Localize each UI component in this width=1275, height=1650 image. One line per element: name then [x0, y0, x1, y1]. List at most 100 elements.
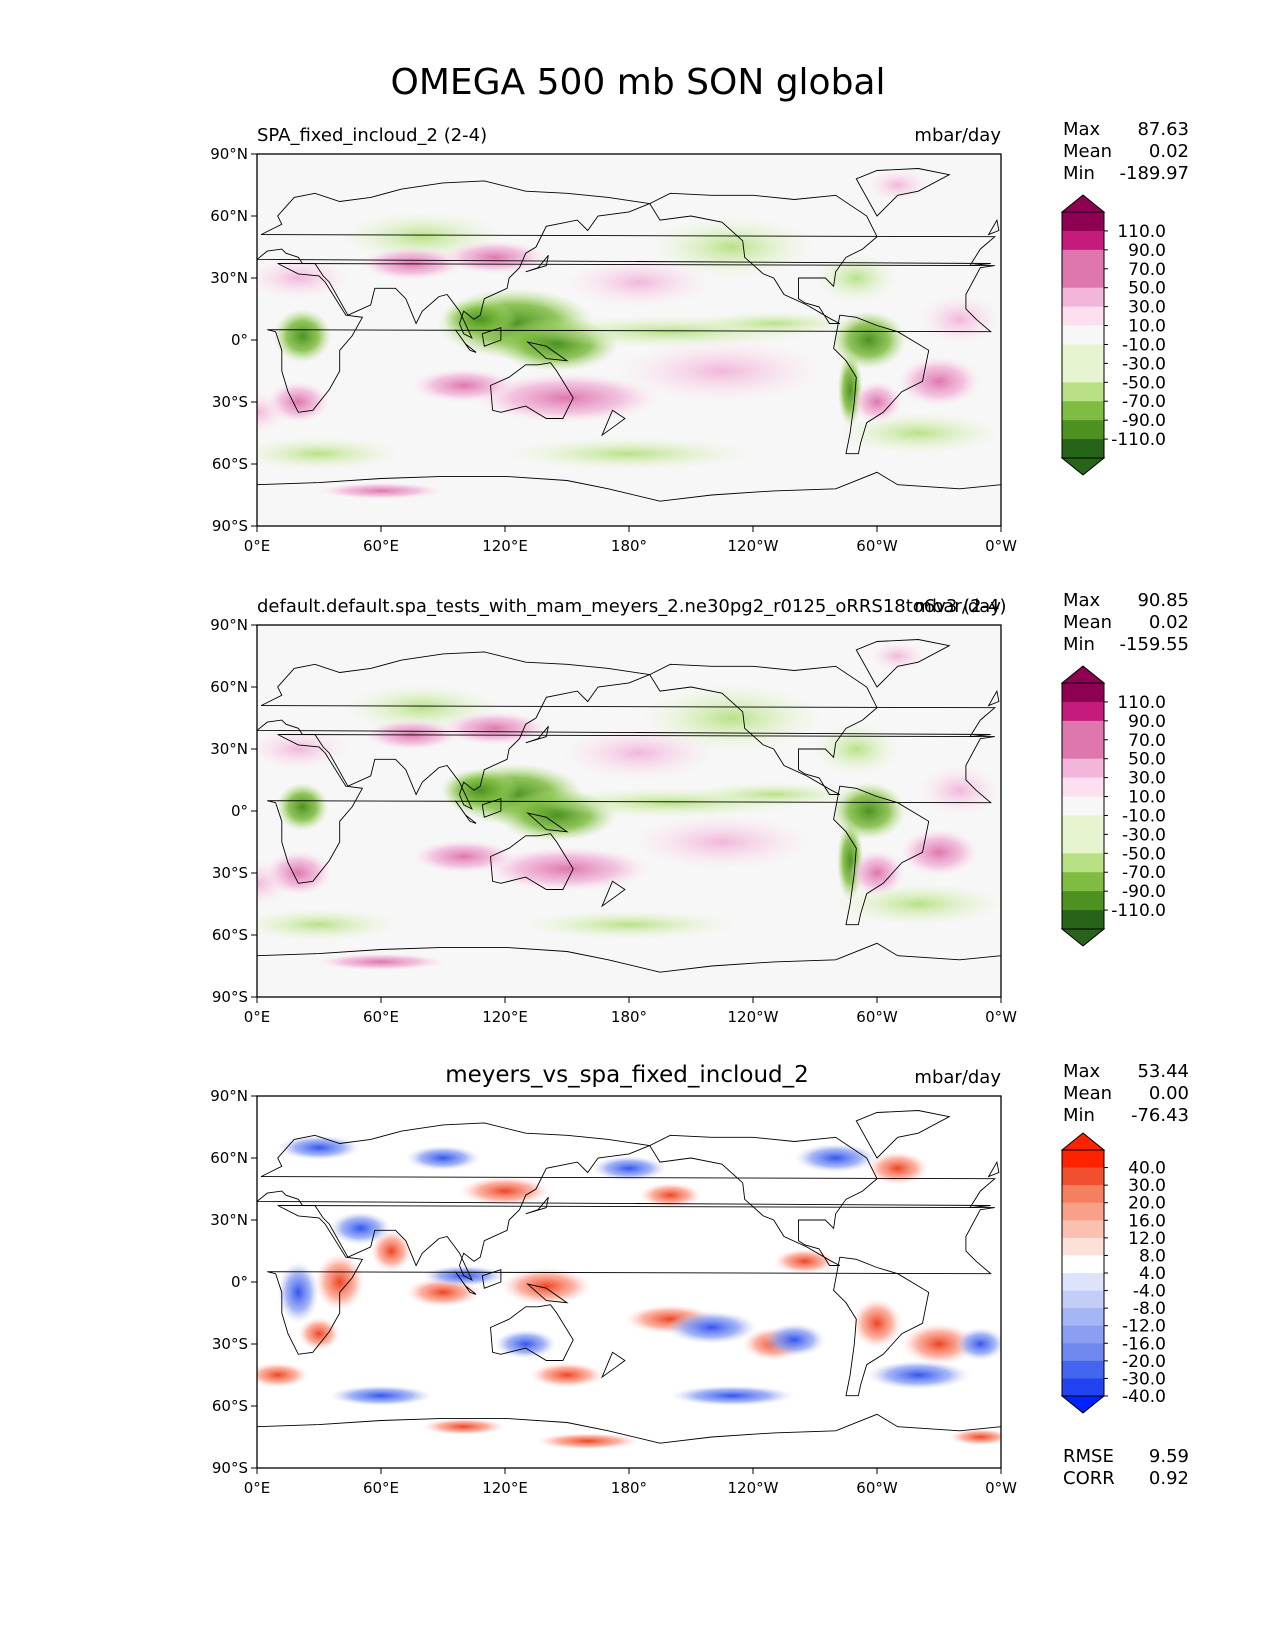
colorbar-label: -50.0	[1122, 373, 1166, 393]
field-contour	[257, 729, 349, 769]
panel-difference-stats: Max 53.44 Mean 0.00 Min -76.43	[1063, 1061, 1189, 1126]
field-contour	[257, 1362, 309, 1388]
coastline	[525, 726, 549, 744]
colorbar-segment	[1062, 1255, 1104, 1274]
x-tick-label: 0°W	[985, 1479, 1017, 1497]
field-contour	[370, 1230, 413, 1272]
colorbar-segment	[1062, 1273, 1104, 1292]
y-tick-label: 30°N	[210, 1211, 248, 1229]
colorbar-segment	[1062, 1325, 1104, 1344]
x-tick-label: 120°W	[728, 1479, 779, 1497]
y-tick-label: 60°S	[212, 926, 248, 944]
colorbar-frame	[1061, 211, 1105, 459]
colorbar-label: -110.0	[1111, 430, 1166, 450]
colorbar-segment	[1062, 1308, 1104, 1327]
field-contour	[277, 1261, 320, 1324]
figure-title: OMEGA 500 mb SON global	[391, 62, 886, 103]
field-contour	[412, 840, 515, 873]
field-contour	[666, 1310, 758, 1344]
x-tick-label: 180°	[611, 1479, 647, 1497]
x-tick-label: 0°W	[985, 1008, 1017, 1026]
colorbar-label: 40.0	[1128, 1159, 1166, 1179]
colorbar-segment	[1062, 1290, 1104, 1309]
coastline	[257, 1122, 997, 1281]
coastline	[481, 1268, 502, 1289]
field-contour	[422, 1418, 505, 1435]
x-tick-label: 60°W	[856, 1479, 898, 1497]
stat-min-label: Min	[1063, 163, 1095, 184]
y-tick-label: 90°N	[210, 1087, 248, 1105]
stat-max-label: Max	[1063, 119, 1101, 140]
colorbar-label: -70.0	[1122, 392, 1166, 412]
colorbar-segment	[1062, 212, 1104, 232]
coastline	[526, 1283, 569, 1304]
colorbar-extend-max	[1060, 1132, 1106, 1151]
field-contour	[257, 861, 291, 906]
field-contour	[459, 1176, 551, 1206]
stat-min-value: -159.55	[1120, 634, 1189, 655]
colorbar-label: 90.0	[1128, 712, 1166, 732]
coastline	[525, 1197, 549, 1215]
colorbar-label: 20.0	[1128, 1194, 1166, 1214]
y-tick-label: 30°N	[210, 740, 248, 758]
colorbar-frame	[1061, 682, 1105, 930]
y-tick-label: 90°N	[210, 616, 248, 634]
x-tick-label: 120°E	[482, 537, 528, 555]
panel-test-title: SPA_fixed_incloud_2 (2-4)	[257, 125, 487, 146]
colorbar-label: 8.0	[1139, 1246, 1166, 1266]
colorbar-segment	[1062, 1150, 1104, 1169]
y-tick-label: 90°S	[212, 517, 248, 535]
field-contour	[631, 814, 813, 870]
x-tick-label: 120°E	[482, 1008, 528, 1026]
field-contour	[505, 437, 753, 471]
panel-difference-error-stats: RMSE 9.59 CORR 0.92	[1063, 1446, 1189, 1489]
y-tick-label: 30°S	[212, 864, 248, 882]
coastline	[455, 800, 477, 824]
field-contour	[494, 1329, 557, 1359]
colorbar-segment	[1062, 230, 1104, 251]
panel-difference-axes: 0°E 60°E 120°E 180° 120°W 60°W 0°W 90°N 60°N 30°N…	[210, 1087, 1017, 1497]
colorbar-label: -10.0	[1122, 335, 1166, 355]
stat-min-value: -76.43	[1131, 1105, 1189, 1126]
colorbar-label: 16.0	[1128, 1211, 1166, 1231]
colorbar-label: 90.0	[1128, 241, 1166, 261]
colorbar-segment	[1062, 1360, 1104, 1379]
coastline	[257, 1413, 1001, 1468]
stat-min-label: Min	[1063, 634, 1095, 655]
x-tick-label: 180°	[611, 1008, 647, 1026]
field-contour	[901, 1323, 977, 1365]
colorbar-segment	[1062, 249, 1104, 270]
coastline	[257, 180, 997, 339]
colorbar-label: 110.0	[1117, 222, 1166, 242]
panel-reference-axes: 0°E 60°E 120°E 180° 120°W 60°W 0°W 90°N 60°N 30°N…	[210, 616, 1017, 1026]
colorbar-segment	[1062, 1167, 1104, 1186]
x-tick-label: 120°W	[728, 1008, 779, 1026]
colorbar-segment	[1062, 720, 1104, 741]
colorbar-segment	[1062, 796, 1104, 816]
colorbar-segment	[1062, 306, 1104, 327]
colorbar-segment	[1062, 683, 1104, 703]
colorbar-segment	[1062, 910, 1104, 930]
field-contour	[405, 1145, 481, 1171]
colorbar-segment	[1062, 382, 1104, 402]
panel-test-stats: Max 87.63 Mean 0.02 Min -189.97	[1063, 119, 1189, 184]
colorbar-segment	[1062, 401, 1104, 421]
colorbar-label: -12.0	[1122, 1317, 1166, 1337]
field-contour	[866, 1360, 970, 1390]
y-tick-label: 60°S	[212, 455, 248, 473]
colorbar-label: -110.0	[1111, 901, 1166, 921]
colorbar-label: 10.0	[1128, 788, 1166, 808]
coastline	[601, 880, 626, 908]
field-contour	[329, 1385, 433, 1406]
panel-reference-colorbar: 110.090.070.050.030.010.0-10.0-30.0-50.0…	[1060, 665, 1166, 947]
colorbar-label: 70.0	[1128, 260, 1166, 280]
coastline	[490, 1304, 574, 1361]
stat-min-label: Min	[1063, 1105, 1095, 1126]
colorbar-extend-max	[1060, 665, 1106, 684]
colorbar-segment	[1062, 268, 1104, 289]
coastline	[490, 833, 574, 890]
colorbar-segment	[1062, 853, 1104, 873]
panel-test: SPA_fixed_incloud_2 (2-4) mbar/day Max 8…	[210, 119, 1189, 555]
coastline	[455, 1271, 477, 1295]
